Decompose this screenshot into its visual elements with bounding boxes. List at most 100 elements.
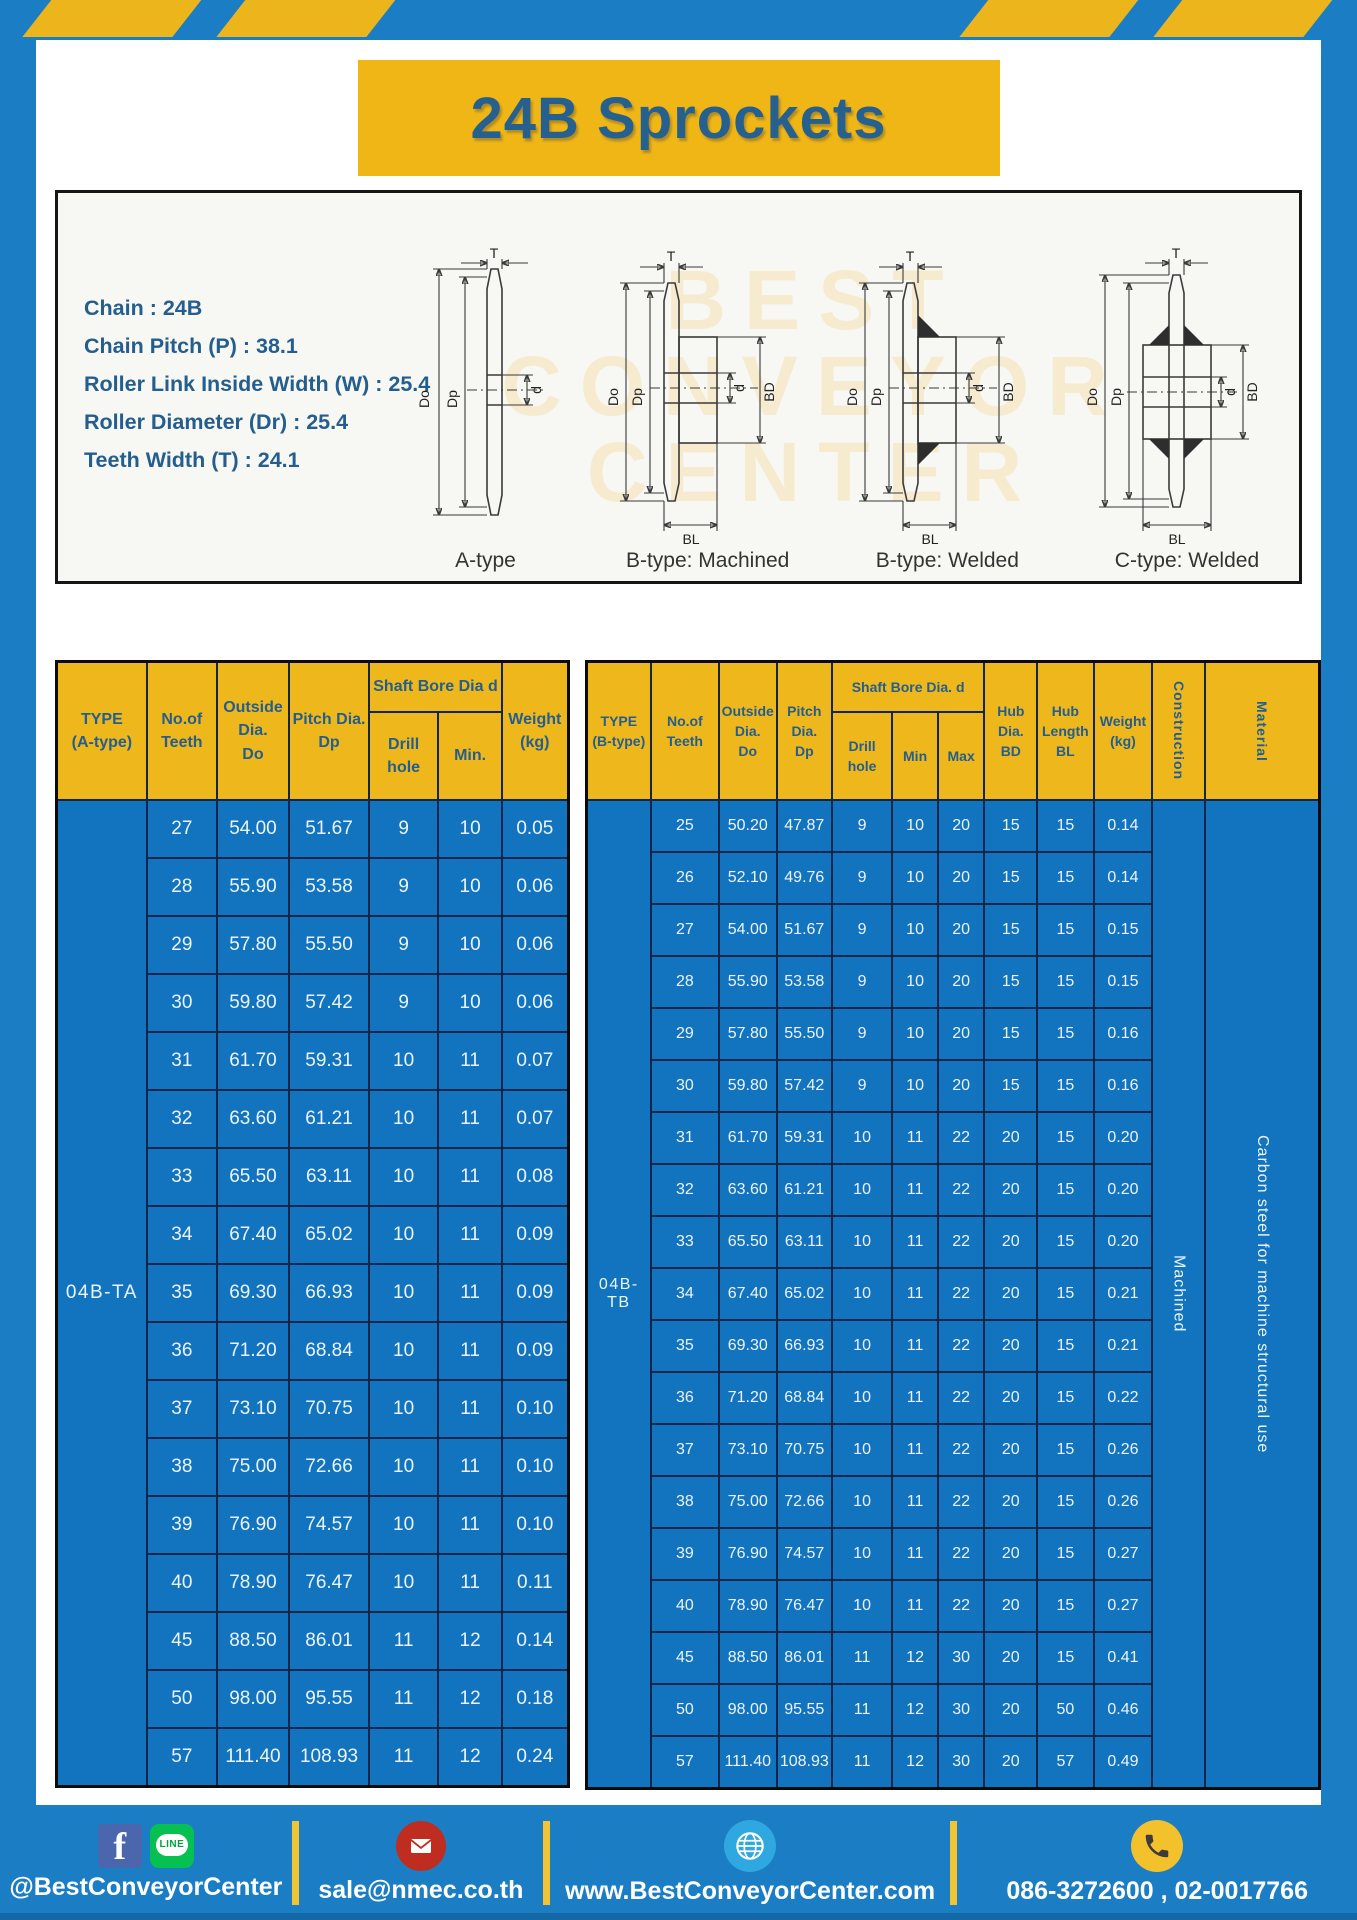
- globe-icon[interactable]: [724, 1819, 777, 1872]
- table-cell: 0.11: [500, 1553, 570, 1613]
- website-label[interactable]: www.BestConveyorCenter.com: [565, 1876, 936, 1905]
- table-cell: 10: [891, 1007, 939, 1061]
- table-cell: 22: [936, 1423, 986, 1477]
- type-cell-a: 04B-TA: [55, 799, 148, 1788]
- table-cell: 0.15: [1092, 903, 1154, 957]
- table-cell: 10: [368, 1089, 440, 1149]
- table-cell: 40: [145, 1553, 218, 1613]
- table-cell: 72.66: [775, 1475, 833, 1529]
- table-cell: 0.05: [500, 799, 570, 859]
- table-cell: 22: [936, 1267, 986, 1321]
- table-cell: 15: [1036, 1319, 1095, 1373]
- table-cell: 38: [650, 1475, 720, 1529]
- table-cell: 39: [145, 1495, 218, 1555]
- table-cell: 15: [983, 1007, 1039, 1061]
- col-header-hub-dia: Hub Dia. BD: [983, 660, 1039, 801]
- table-cell: 0.16: [1092, 1007, 1154, 1061]
- table-cell: 35: [145, 1263, 218, 1323]
- table-cell: 11: [437, 1495, 503, 1555]
- table-cell: 74.57: [775, 1527, 833, 1581]
- table-row: 57 111.40 108.93 11 12 30 20 57 0.49: [586, 1735, 1319, 1790]
- table-cell: 55.90: [717, 955, 778, 1009]
- sprocket-diagram-b-machined: Do Dp T d BD BL: [608, 248, 777, 547]
- line-bubble: LINE: [155, 1833, 188, 1856]
- table-cell: 20: [983, 1111, 1039, 1165]
- table-cell: 86.01: [775, 1631, 833, 1685]
- table-row: 31 61.70 59.31 10 11 22 20 15 0.20: [586, 1111, 1319, 1165]
- table-cell: 34: [650, 1267, 720, 1321]
- col-header-min: Min: [891, 711, 939, 801]
- table-cell: 61.70: [215, 1031, 291, 1091]
- spec-line: Roller Diameter (Dr) : 25.4: [84, 410, 349, 434]
- table-cell: 36: [650, 1371, 720, 1425]
- table-cell: 11: [891, 1423, 939, 1477]
- table-cell: 33: [145, 1147, 218, 1207]
- phone-label[interactable]: 086-3272600 , 02-0017766: [1006, 1876, 1308, 1905]
- col-header-drill-hole: Drill hole: [368, 711, 440, 801]
- table-cell: 9: [368, 857, 440, 917]
- footer-divider: [950, 1820, 958, 1905]
- table-cell: 0.22: [1092, 1371, 1154, 1425]
- dim-label: Do: [416, 390, 432, 408]
- table-cell: 75.00: [717, 1475, 778, 1529]
- table-cell: 30: [650, 1059, 720, 1113]
- figure-caption: B-type: Machined: [625, 549, 790, 572]
- table-cell: 12: [437, 1611, 503, 1671]
- table-cell: 10: [891, 955, 939, 1009]
- table-cell: 0.18: [500, 1669, 570, 1729]
- spec-tables: TYPE (A-type) No.of Teeth Outside Dia. D…: [55, 660, 1321, 1790]
- facebook-icon[interactable]: f: [97, 1823, 142, 1868]
- table-cell: 10: [891, 1059, 939, 1113]
- table-cell: 20: [983, 1475, 1039, 1529]
- dim-label: BL: [1168, 531, 1185, 547]
- table-cell: 15: [983, 955, 1039, 1009]
- table-cell: 9: [830, 799, 894, 853]
- table-cell: 70.75: [288, 1379, 371, 1439]
- table-cell: 29: [650, 1007, 720, 1061]
- table-cell: 25: [650, 799, 720, 853]
- table-cell: 40: [650, 1579, 720, 1633]
- footer-divider: [543, 1820, 550, 1905]
- figure-b-type-machined: Do Dp T d BD BL: [608, 247, 808, 573]
- table-cell: 0.09: [500, 1205, 570, 1265]
- table-cell: 52.10: [717, 851, 778, 905]
- sprocket-diagram-c-welded: Do Dp T d BD BL: [1087, 247, 1260, 547]
- line-icon[interactable]: LINE: [149, 1823, 194, 1868]
- table-cell: 61.70: [717, 1111, 778, 1165]
- table-cell: 0.14: [1092, 799, 1154, 853]
- table-row: 33 65.50 63.11 10 11 0.08: [57, 1147, 570, 1207]
- email-label[interactable]: sale@nmec.co.th: [318, 1875, 524, 1904]
- table-cell: 0.09: [500, 1263, 570, 1323]
- table-cell: 57: [1036, 1735, 1095, 1790]
- col-header-shaft-bore: Shaft Bore Dia d: [368, 660, 503, 713]
- dim-label: Dp: [444, 390, 460, 408]
- table-cell: 10: [368, 1321, 440, 1381]
- table-cell: 0.26: [1092, 1423, 1154, 1477]
- table-cell: 22: [936, 1163, 986, 1217]
- table-cell: 0.24: [500, 1727, 570, 1788]
- table-cell: 63.11: [775, 1215, 833, 1269]
- col-header-weight: Weight (kg): [500, 660, 570, 801]
- table-cell: 12: [437, 1727, 503, 1788]
- phone-icon[interactable]: [1131, 1819, 1184, 1872]
- table-cell: 74.57: [288, 1495, 371, 1555]
- table-cell: 50: [145, 1669, 218, 1729]
- table-cell: 65.02: [288, 1205, 371, 1265]
- table-row: 35 69.30 66.93 10 11 22 20 15 0.21: [586, 1319, 1319, 1373]
- col-header-type: TYPE (B-type): [585, 660, 652, 801]
- table-cell: 11: [437, 1031, 503, 1091]
- table-cell: 98.00: [717, 1683, 778, 1737]
- table-cell: 65.50: [215, 1147, 291, 1207]
- dim-label: d: [528, 386, 544, 394]
- table-cell: 22: [936, 1475, 986, 1529]
- table-cell: 15: [1036, 851, 1095, 905]
- social-handle-label[interactable]: @BestConveyorCenter: [9, 1872, 283, 1901]
- table-row: 36 71.20 68.84 10 11 22 20 15 0.22: [586, 1371, 1319, 1425]
- figure-a-type: Do Dp T d A-type: [403, 247, 568, 573]
- footer-email-section: sale@nmec.co.th: [299, 1805, 543, 1920]
- table-cell: 9: [368, 973, 440, 1033]
- table-cell: 0.10: [500, 1495, 570, 1555]
- diagram-panel: BEST CONVEYOR CENTER Chain : 24B Chain P…: [55, 190, 1302, 584]
- col-header-teeth: No.of Teeth: [650, 660, 720, 801]
- mail-icon[interactable]: [395, 1820, 446, 1871]
